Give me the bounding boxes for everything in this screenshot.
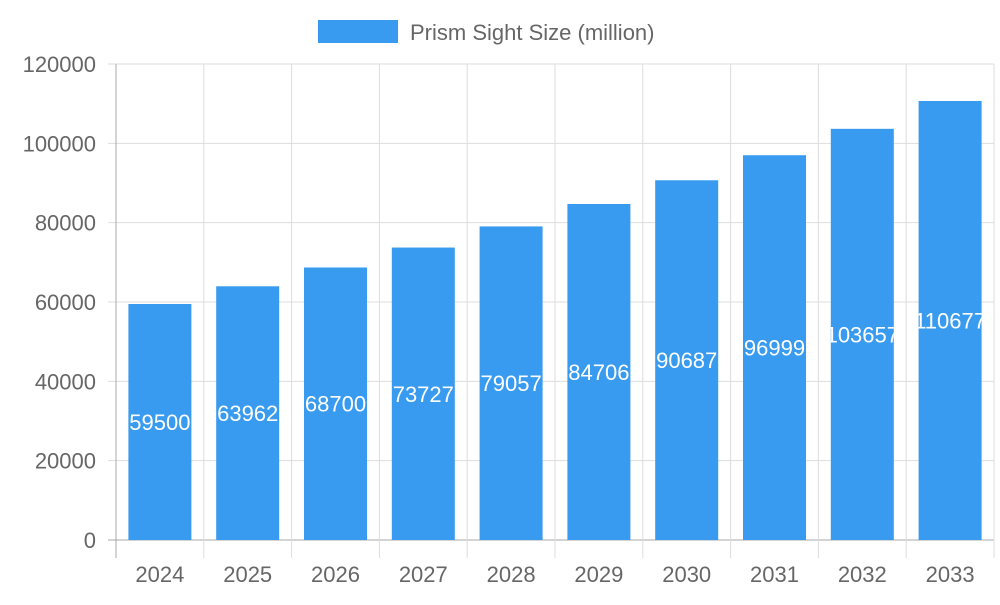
x-tick-label: 2029 <box>574 562 623 587</box>
data-label: 63962 <box>217 401 278 426</box>
bar <box>918 100 982 540</box>
bar <box>830 128 894 540</box>
bar <box>479 226 543 540</box>
data-label: 90687 <box>656 348 717 373</box>
bar <box>743 155 806 540</box>
x-tick-label: 2033 <box>926 562 975 587</box>
data-label: 84706 <box>568 360 629 385</box>
data-label: 96999 <box>744 336 805 361</box>
y-tick-label: 80000 <box>35 211 96 236</box>
bar <box>304 267 367 540</box>
data-label: 110677 <box>914 308 986 333</box>
bar <box>128 303 192 540</box>
x-tick-label: 2024 <box>135 562 184 587</box>
y-tick-label: 100000 <box>23 131 96 156</box>
x-tick-label: 2030 <box>662 562 711 587</box>
x-tick-label: 2032 <box>838 562 887 587</box>
legend-label: Prism Sight Size (million) <box>410 20 655 45</box>
bar <box>216 286 280 540</box>
data-label: 59500 <box>129 410 190 435</box>
x-tick-label: 2028 <box>487 562 536 587</box>
y-tick-label: 60000 <box>35 290 96 315</box>
bar <box>391 247 455 540</box>
y-tick-label: 0 <box>84 528 96 553</box>
x-tick-label: 2027 <box>399 562 448 587</box>
data-label: 73727 <box>393 382 454 407</box>
x-tick-label: 2031 <box>750 562 799 587</box>
data-label: 68700 <box>305 392 366 417</box>
x-tick-label: 2025 <box>223 562 272 587</box>
data-label: 103657 <box>826 322 899 347</box>
y-tick-label: 20000 <box>35 449 96 474</box>
bar <box>655 180 719 540</box>
x-tick-label: 2026 <box>311 562 360 587</box>
data-label: 79057 <box>481 371 542 396</box>
y-tick-label: 120000 <box>23 52 96 77</box>
bar <box>567 203 631 541</box>
legend-swatch <box>318 20 398 43</box>
y-tick-label: 40000 <box>35 369 96 394</box>
